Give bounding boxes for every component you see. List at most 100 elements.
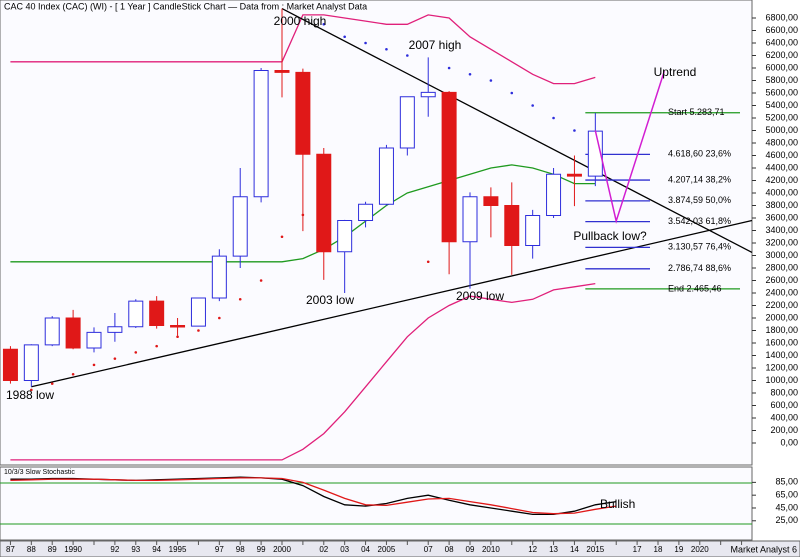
annotation: Pullback low?	[573, 229, 647, 243]
y-tick-label: 6400,00	[765, 37, 798, 47]
x-tick-label: 93	[131, 545, 140, 554]
sar-dot	[343, 35, 346, 39]
x-tick-label: 18	[654, 545, 663, 554]
x-tick-label: 87	[6, 545, 15, 554]
footer: Market Analyst 6	[730, 544, 797, 554]
x-tick-label: 08	[445, 545, 454, 554]
y-tick-label: 3400,00	[765, 225, 798, 235]
y-tick-label: 1000,00	[765, 375, 798, 385]
y-tick-label: 2400,00	[765, 287, 798, 297]
trendline	[281, 8, 753, 253]
fib-label: 2.786,74 88,6%	[668, 263, 731, 273]
x-tick-label: 02	[319, 545, 328, 554]
y-tick-label: 2800,00	[765, 262, 798, 272]
candle-body	[44, 317, 60, 346]
sar-dot	[364, 41, 367, 45]
y-tick-label: 85,00	[775, 477, 798, 487]
sar-dot	[447, 66, 451, 70]
y-tick-label: 200,00	[770, 425, 798, 435]
sar-dot	[573, 129, 576, 132]
annotation: 1988 low	[6, 388, 54, 402]
sar-dot	[406, 54, 409, 57]
x-tick-label: 97	[215, 545, 224, 554]
candle-body	[170, 325, 186, 328]
main-panel	[0, 0, 753, 466]
candle-body	[462, 196, 478, 243]
sar-dot	[280, 235, 284, 239]
candle-body	[420, 91, 436, 98]
x-tick-label: 12	[528, 545, 537, 554]
candle-body	[65, 317, 81, 349]
y-tick-label: 25,00	[775, 515, 798, 525]
sar-dot	[155, 344, 158, 348]
candle-body	[358, 203, 374, 221]
fib-label: 3.542,03 61,8%	[668, 216, 731, 226]
y-tick-label: 65,00	[775, 490, 798, 500]
annotation: 2007 high	[409, 38, 462, 52]
x-tick-label: 07	[424, 545, 433, 554]
band-line	[10, 164, 596, 263]
annotation: 2000 high	[274, 14, 327, 28]
y-tick-label: 5200,00	[765, 112, 798, 122]
chart-title: CAC 40 Index (CAC) (WI) - [ 1 Year ] Can…	[4, 1, 367, 11]
x-tick-label: 2015	[586, 545, 604, 554]
x-tick-label: 09	[466, 545, 475, 554]
projection-line	[594, 70, 666, 224]
candle-body	[23, 344, 39, 381]
y-tick-label: 3200,00	[765, 237, 798, 247]
candle-body	[253, 70, 269, 198]
candle-body	[525, 215, 541, 246]
sar-dot	[218, 316, 221, 320]
candle-body	[483, 196, 499, 206]
y-tick-label: 4600,00	[765, 150, 798, 160]
sar-dot	[301, 213, 305, 217]
stochastic-line	[10, 477, 617, 515]
sar-dot	[30, 388, 33, 392]
trendline	[31, 219, 753, 388]
sar-dot	[426, 260, 430, 264]
fib-label: 3.130,57 76,4%	[668, 242, 731, 252]
x-tick-label: 92	[110, 545, 119, 554]
sar-dot	[552, 116, 555, 120]
y-tick-label: 3000,00	[765, 250, 798, 260]
x-tick-label: 98	[236, 545, 245, 554]
sar-dot	[489, 79, 493, 82]
sar-dot	[92, 363, 96, 367]
y-tick-label: 5400,00	[765, 100, 798, 110]
band-line	[10, 14, 596, 85]
candle-body	[546, 173, 562, 216]
candle-body	[274, 70, 290, 73]
stochastic-title: 10/3/3 Slow Stochastic	[4, 469, 75, 476]
candle-body	[107, 326, 123, 333]
y-tick-label: 2200,00	[765, 300, 798, 310]
sar-dot	[385, 47, 388, 51]
x-tick-label: 13	[549, 545, 558, 554]
y-tick-label: 6600,00	[765, 25, 798, 35]
x-tick-label: 94	[152, 545, 161, 554]
y-tick-label: 0,00	[780, 437, 798, 447]
x-tick-label: 2005	[378, 545, 396, 554]
candle-body	[566, 173, 582, 177]
y-tick-label: 5000,00	[765, 125, 798, 135]
sar-dot	[197, 329, 200, 332]
fib-label: End 2.465,46	[668, 283, 722, 293]
candle-body	[211, 255, 227, 299]
annotation: 2003 low	[306, 293, 354, 307]
x-tick-label: 89	[48, 545, 57, 554]
y-tick-label: 400,00	[770, 412, 798, 422]
y-tick-label: 4200,00	[765, 175, 798, 185]
y-tick-label: 1800,00	[765, 325, 798, 335]
y-tick-label: 1200,00	[765, 362, 798, 372]
band-line	[10, 282, 596, 461]
sar-dot	[322, 22, 326, 26]
sar-dot	[113, 357, 117, 360]
sar-dot	[531, 104, 534, 107]
x-tick-label: 2000	[273, 545, 291, 554]
candle-body	[232, 196, 248, 257]
candle-body	[316, 153, 332, 253]
x-tick-label: 88	[27, 545, 36, 554]
y-tick-label: 600,00	[770, 400, 798, 410]
y-tick-label: 3600,00	[765, 212, 798, 222]
sar-dot	[50, 382, 54, 385]
